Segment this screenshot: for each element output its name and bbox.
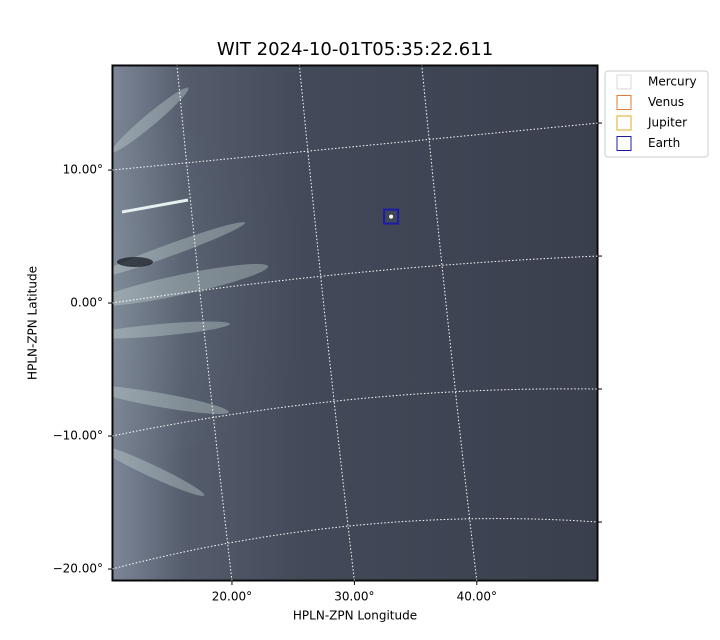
legend-swatch: [616, 115, 632, 131]
y-tick-label: −20.00°: [53, 562, 103, 576]
legend-label: Earth: [648, 136, 680, 150]
y-tick-label: −10.00°: [53, 429, 103, 443]
grid-line: [298, 65, 355, 581]
grid-line: [421, 65, 478, 581]
x-tick-label: 40.00°: [457, 590, 497, 604]
legend-label: Venus: [648, 95, 684, 109]
grid-line: [112, 388, 598, 437]
x-tick-label: 20.00°: [212, 590, 252, 604]
body-dot: [389, 214, 394, 219]
legend-label: Jupiter: [647, 116, 687, 130]
chart-title: WIT 2024-10-01T05:35:22.611: [217, 39, 493, 60]
y-axis-label: HPLN-ZPN Latitude: [26, 266, 40, 380]
legend: Mercury Venus Jupiter Earth: [604, 70, 709, 158]
grid-line: [176, 65, 233, 581]
y-tick-label: 10.00°: [63, 163, 103, 177]
marker: [383, 208, 400, 225]
legend-swatch: [616, 74, 632, 90]
legend-label: Mercury: [648, 75, 697, 89]
x-axis-label: HPLN-ZPN Longitude: [293, 609, 417, 623]
legend-frame: [604, 70, 709, 158]
image: [112, 65, 598, 581]
legend-swatch: [616, 136, 632, 151]
grid-line: [112, 122, 598, 171]
grid: [112, 65, 598, 581]
legend-swatch: [616, 95, 632, 110]
x-tick-label: 30.00°: [334, 590, 374, 604]
y-tick-label: 0.00°: [70, 296, 103, 310]
plot-frame: [111, 64, 599, 582]
grid-line: [112, 255, 598, 304]
